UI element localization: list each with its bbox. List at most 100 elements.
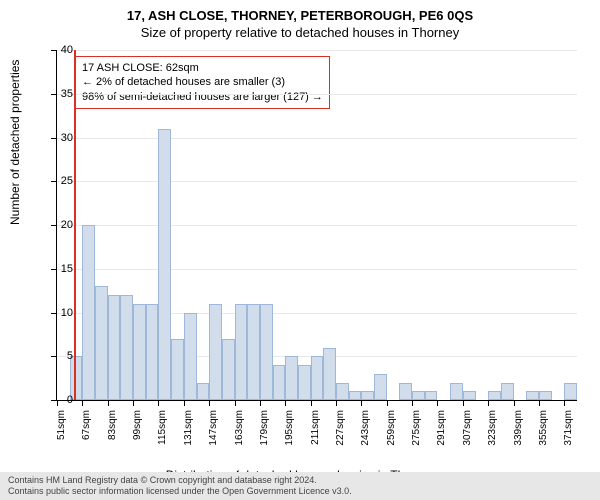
x-tick [361,400,362,406]
histogram-bar [273,365,286,400]
histogram-bar [450,383,463,401]
histogram-bar [463,391,476,400]
x-tick [82,400,83,406]
histogram-bar [95,286,108,400]
x-tick-label: 115sqm [157,410,168,450]
x-tick [514,400,515,406]
histogram-bar [425,391,438,400]
x-tick [311,400,312,406]
x-tick-label: 323sqm [487,410,498,450]
x-tick-label: 51sqm [56,410,67,450]
histogram-bar [285,356,298,400]
gridline [57,50,577,51]
x-tick-label: 227sqm [335,410,346,450]
x-tick [158,400,159,406]
histogram-bar [526,391,539,400]
histogram-bar [323,348,336,401]
y-tick [51,313,57,314]
y-tick-label: 10 [61,307,73,319]
histogram-bar [361,391,374,400]
x-tick-label: 259sqm [386,410,397,450]
chart-container: 17, ASH CLOSE, THORNEY, PETERBOROUGH, PE… [0,0,600,500]
x-tick-label: 83sqm [107,410,118,450]
histogram-bar [336,383,349,401]
annotation-line3: 98% of semi-detached houses are larger (… [82,90,323,104]
x-tick [488,400,489,406]
x-tick-label: 275sqm [411,410,422,450]
histogram-bar [311,356,324,400]
x-tick-label: 371sqm [563,410,574,450]
y-tick-label: 30 [61,132,73,144]
x-tick [108,400,109,406]
y-tick [51,50,57,51]
histogram-bar [374,374,387,400]
x-tick-label: 67sqm [81,410,92,450]
x-tick [336,400,337,406]
histogram-bar [108,295,121,400]
x-tick-label: 195sqm [284,410,295,450]
x-tick-label: 355sqm [538,410,549,450]
x-tick [564,400,565,406]
x-tick [463,400,464,406]
gridline [57,181,577,182]
histogram-bar [146,304,159,400]
x-tick-label: 339sqm [513,410,524,450]
x-tick-label: 99sqm [132,410,143,450]
y-tick [51,269,57,270]
x-tick-label: 131sqm [183,410,194,450]
x-tick-label: 211sqm [310,410,321,450]
y-tick-label: 5 [67,350,73,362]
x-tick [184,400,185,406]
gridline [57,225,577,226]
y-tick [51,225,57,226]
y-tick-label: 15 [61,263,73,275]
histogram-bar [564,383,577,401]
histogram-bar [349,391,362,400]
plot-area: 17 ASH CLOSE: 62sqm ← 2% of detached hou… [56,50,577,401]
x-tick [412,400,413,406]
gridline [57,94,577,95]
x-tick-label: 243sqm [360,410,371,450]
x-tick [437,400,438,406]
histogram-bar [120,295,133,400]
histogram-bar [158,129,171,400]
y-tick-label: 25 [61,175,73,187]
x-tick [539,400,540,406]
histogram-bar [209,304,222,400]
x-tick-label: 163sqm [234,410,245,450]
y-tick [51,181,57,182]
x-tick [285,400,286,406]
histogram-bar [235,304,248,400]
y-tick [51,94,57,95]
x-tick [209,400,210,406]
x-tick-label: 147sqm [208,410,219,450]
y-tick-label: 20 [61,219,73,231]
histogram-bar [247,304,260,400]
y-tick [51,356,57,357]
y-tick-label: 35 [61,88,73,100]
histogram-bar [197,383,210,401]
histogram-bar [260,304,273,400]
histogram-bar [501,383,514,401]
x-tick [387,400,388,406]
histogram-bar [488,391,501,400]
annotation-line1: 17 ASH CLOSE: 62sqm [82,61,323,75]
histogram-bar [412,391,425,400]
footer-line2: Contains public sector information licen… [8,486,592,497]
footer-line1: Contains HM Land Registry data © Crown c… [8,475,592,486]
chart-title: 17, ASH CLOSE, THORNEY, PETERBOROUGH, PE… [0,0,600,23]
y-tick-label: 0 [67,394,73,406]
x-tick [57,400,58,406]
marker-line [74,50,76,400]
footer: Contains HM Land Registry data © Crown c… [0,472,600,500]
histogram-bar [222,339,235,400]
x-tick-label: 291sqm [436,410,447,450]
gridline [57,269,577,270]
gridline [57,138,577,139]
x-tick [235,400,236,406]
histogram-bar [298,365,311,400]
y-tick [51,138,57,139]
annotation-box: 17 ASH CLOSE: 62sqm ← 2% of detached hou… [75,56,330,109]
y-axis-label: Number of detached properties [8,60,22,225]
histogram-bar [184,313,197,401]
